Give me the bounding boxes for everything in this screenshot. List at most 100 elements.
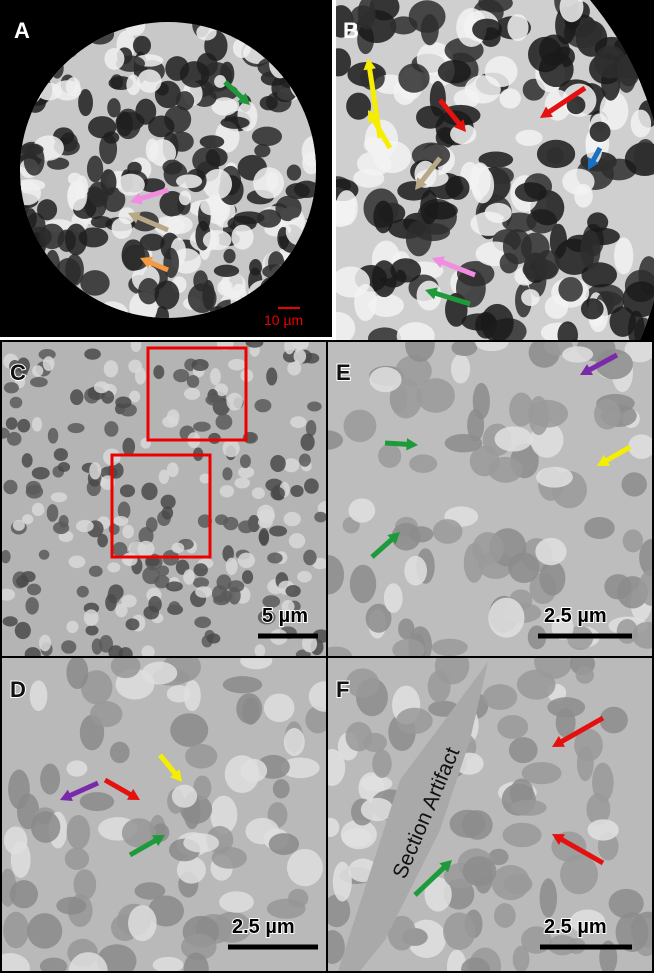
blob (222, 467, 233, 481)
blob (222, 439, 240, 458)
blob (262, 595, 281, 608)
blob (463, 543, 485, 583)
blob (67, 180, 88, 211)
blob (16, 575, 29, 588)
blob (20, 179, 46, 192)
blob (502, 229, 532, 265)
blob (160, 494, 176, 510)
blob (488, 848, 509, 866)
blob (154, 80, 181, 109)
panel-label: D (10, 677, 26, 702)
blob (138, 277, 160, 305)
blob (2, 953, 30, 971)
blob (25, 480, 42, 495)
blob (443, 912, 476, 950)
blob (237, 552, 256, 568)
blob (240, 657, 273, 670)
blob (2, 550, 11, 564)
blob (3, 382, 19, 394)
blob (238, 466, 255, 479)
blob (280, 757, 320, 779)
blob (562, 346, 594, 363)
blob (251, 487, 265, 499)
blob (290, 416, 307, 429)
blob (223, 248, 236, 264)
blob (462, 856, 497, 887)
blob (336, 48, 352, 77)
blob (17, 357, 30, 374)
blob (521, 762, 562, 785)
blob (30, 811, 61, 843)
blob (109, 741, 130, 764)
blob (445, 175, 470, 200)
arrow-head (130, 192, 143, 205)
blob (622, 529, 644, 553)
blob (134, 367, 146, 385)
texture-field (327, 342, 652, 657)
blob (450, 123, 477, 145)
blob (185, 743, 218, 769)
arrow-head (415, 177, 427, 190)
blob (234, 477, 251, 489)
arrow-shaft (369, 115, 393, 150)
blob (66, 760, 88, 777)
blob (432, 519, 463, 544)
blob (153, 365, 165, 380)
blob (199, 473, 211, 484)
panel-label: A (14, 18, 30, 43)
arrow-shaft (438, 98, 463, 128)
blob (346, 92, 372, 120)
scale-bar-label: 2.5 µm (232, 916, 295, 938)
blob (178, 190, 192, 206)
blob (300, 433, 315, 451)
blob (30, 377, 48, 388)
blob (275, 195, 302, 222)
blob (437, 59, 472, 84)
blob (142, 566, 161, 585)
blob (186, 374, 200, 388)
section-artifact (338, 662, 488, 971)
blob (181, 933, 217, 961)
blob (305, 706, 327, 734)
blob (624, 342, 652, 363)
blob (491, 167, 514, 185)
blob (105, 593, 117, 612)
blob (135, 98, 157, 125)
blob (164, 215, 193, 235)
arrow-shaft (128, 836, 160, 858)
blob (24, 647, 41, 657)
blob (398, 618, 415, 640)
blob (112, 542, 128, 557)
blob (254, 644, 266, 657)
texture-field (2, 657, 327, 971)
blob (171, 542, 185, 554)
blob (350, 5, 376, 26)
blob (392, 638, 425, 657)
blob (305, 420, 317, 437)
blob (134, 882, 166, 900)
blob (165, 581, 183, 592)
blob (424, 877, 452, 912)
blob (202, 230, 232, 251)
blob (176, 174, 203, 189)
arrow (368, 110, 393, 150)
blob (192, 577, 210, 589)
blob (634, 138, 654, 176)
blob (368, 293, 404, 317)
blob (208, 432, 221, 444)
arrow (223, 80, 250, 105)
arrow-head (432, 256, 445, 268)
blob (219, 485, 235, 498)
arrow-head (540, 106, 553, 118)
blob (157, 565, 170, 577)
blob (139, 178, 166, 193)
blob (210, 795, 238, 834)
blob (420, 189, 439, 225)
blob (451, 354, 471, 384)
arrow-head (597, 454, 610, 466)
blob (345, 721, 373, 752)
scale-bar-label: 2.5 µm (544, 916, 607, 938)
blob (327, 749, 346, 787)
blob (141, 661, 178, 685)
arrow (128, 835, 165, 858)
